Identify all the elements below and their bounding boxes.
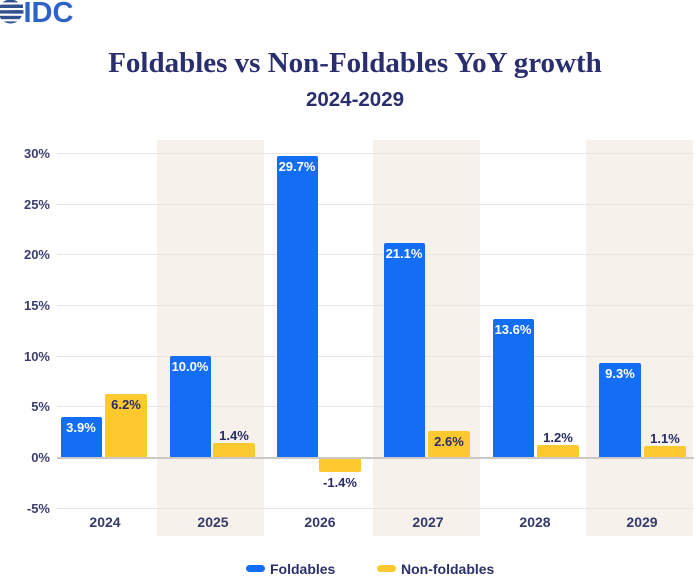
svg-text:IDC: IDC — [24, 0, 74, 28]
